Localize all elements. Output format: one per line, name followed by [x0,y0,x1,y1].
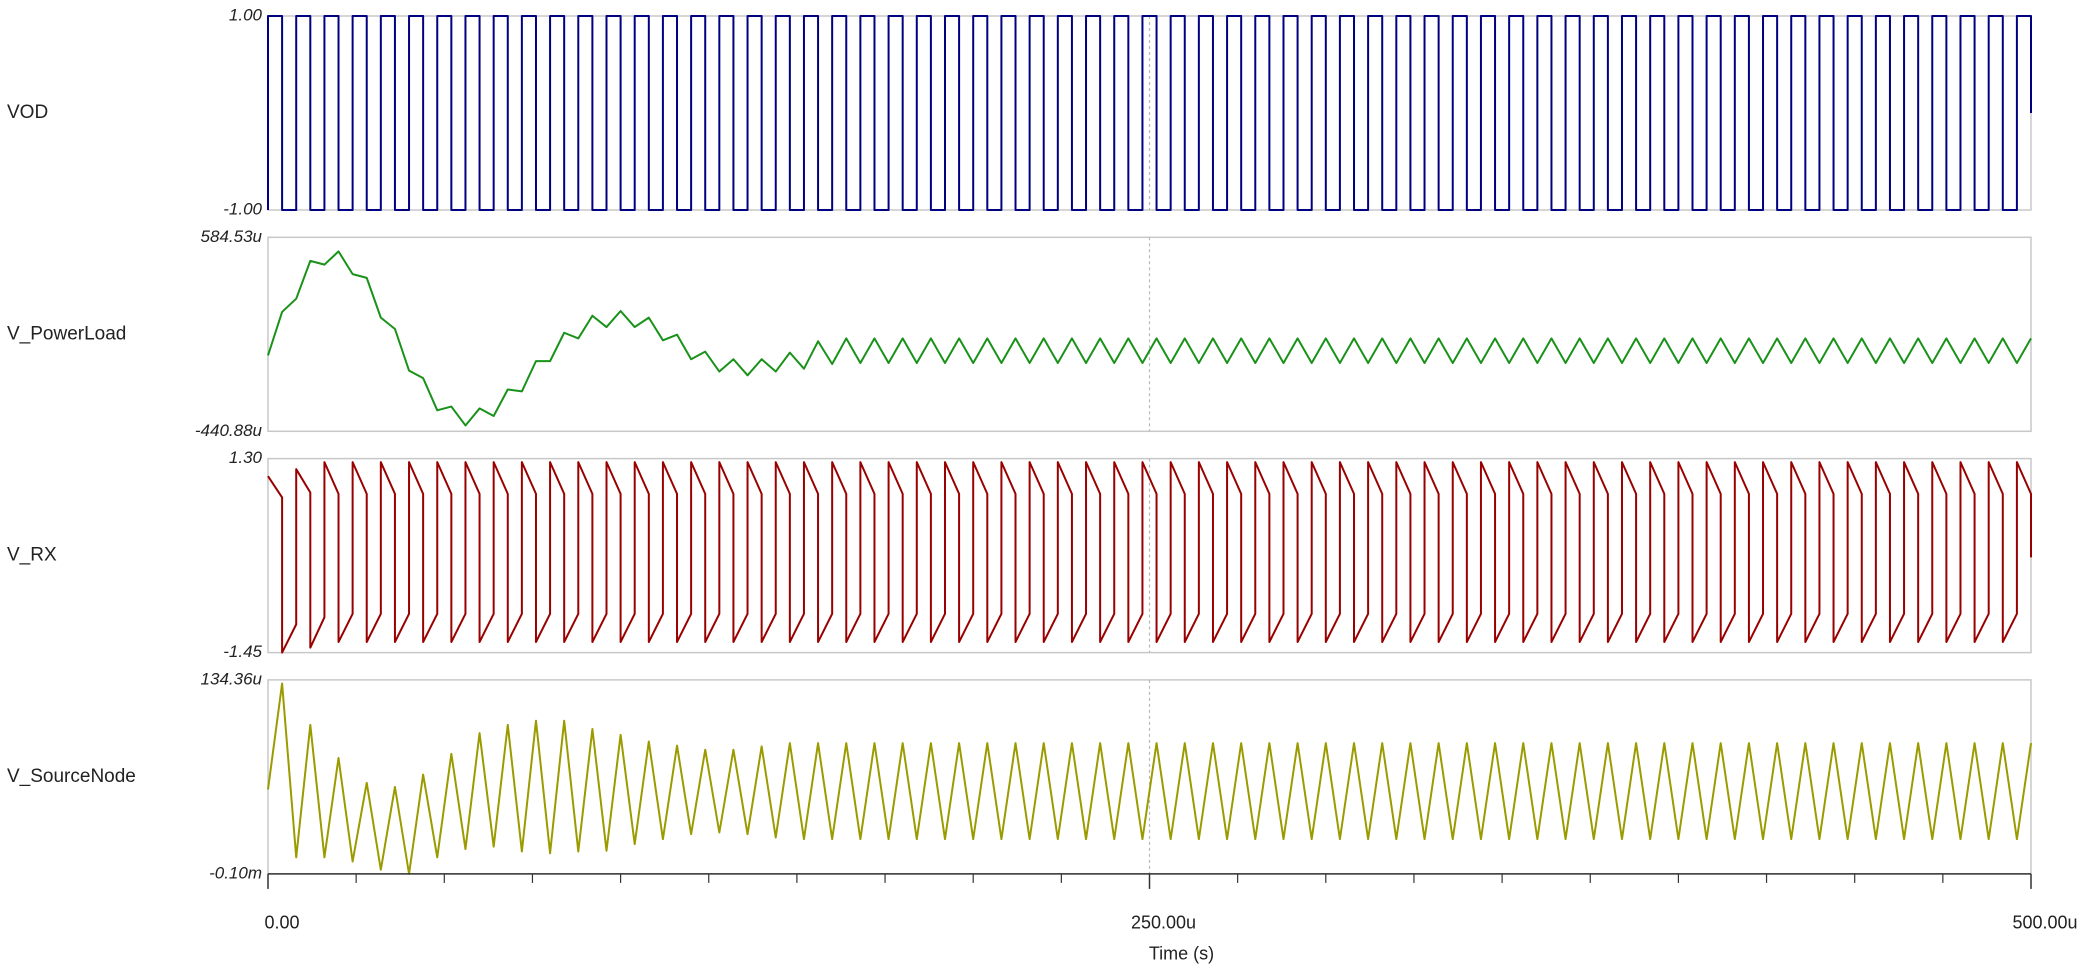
y-tick-label: 1.00 [229,5,263,24]
waveform [267,682,2032,875]
signal-name: V_PowerLoad [7,323,126,344]
y-tick-label: -440.88u [195,421,263,440]
x-axis-label: Time (s) [1149,944,1214,964]
signal-name: V_SourceNode [7,766,136,787]
waveform [267,461,2032,654]
y-tick-label: -1.00 [223,199,262,218]
waveform [267,250,2032,427]
y-tick-label: -1.45 [223,642,262,661]
x-tick-label: 0.00 [264,913,299,933]
waveform [267,15,2032,211]
y-tick-label: 134.36u [201,669,263,688]
x-tick-label: 250.00u [1131,913,1196,933]
x-tick-label: 500.00u [2012,913,2077,933]
y-tick-label: -0.10m [209,863,262,882]
y-tick-label: 1.30 [229,448,263,467]
signal-name: V_RX [7,545,57,566]
y-tick-label: 584.53u [201,227,263,246]
signal-name: VOD [7,102,48,123]
